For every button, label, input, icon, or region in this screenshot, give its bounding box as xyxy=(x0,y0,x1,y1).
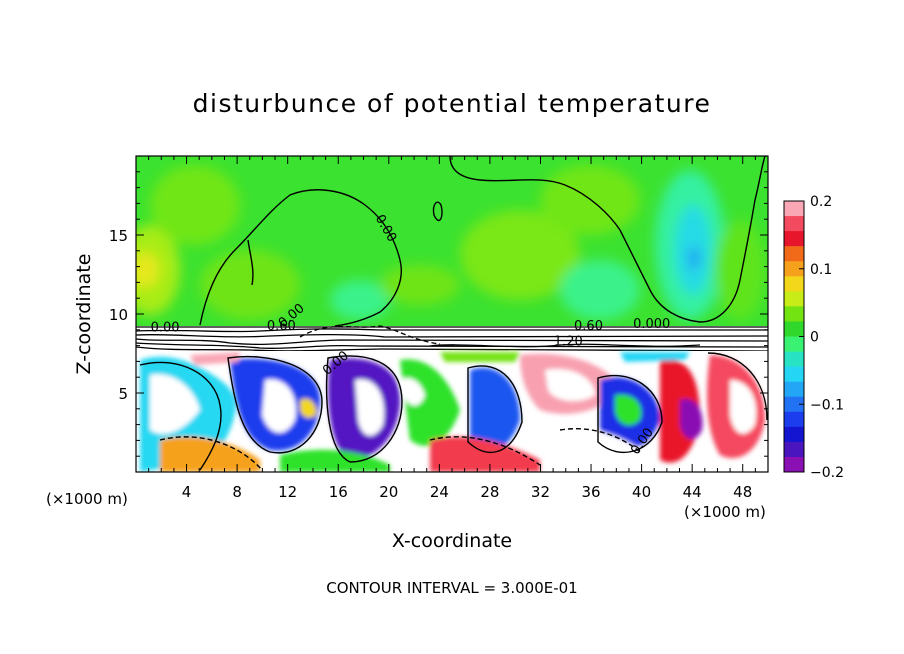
inversion-band xyxy=(136,325,768,352)
colorbar-tick-label: −0.2 xyxy=(810,465,844,481)
colorbar-swatch xyxy=(784,231,804,247)
contour-label: 0.60 xyxy=(574,319,603,334)
contour-label: 0.60 xyxy=(267,319,296,334)
colorbar: 0.2 0.1 0 −0.1 −0.2 xyxy=(783,194,844,481)
colorbar-swatch xyxy=(784,396,804,413)
colorbar-swatch xyxy=(784,351,804,368)
contour-label: 0.000 xyxy=(633,317,670,332)
y-tick-label: 15 xyxy=(109,227,128,245)
x-tick-label: 40 xyxy=(632,483,651,501)
colorbar-swatch xyxy=(784,456,804,473)
colorbar-swatch xyxy=(784,201,804,217)
colorbar-tick-label: −0.1 xyxy=(810,397,844,413)
colorbar-swatch xyxy=(784,366,804,383)
x-unit-right: (×1000 m) xyxy=(684,503,766,521)
colorbar-swatch xyxy=(784,291,804,307)
colorbar-swatch xyxy=(784,441,804,458)
colorbar-swatch xyxy=(784,261,804,277)
x-axis: 4 8 12 16 20 24 28 32 36 40 44 48 xyxy=(148,156,756,501)
x-tick-label: 16 xyxy=(329,483,348,501)
y-tick-label: 10 xyxy=(109,306,128,324)
x-tick-label: 32 xyxy=(531,483,550,501)
colorbar-swatch xyxy=(784,306,804,322)
x-tick-label: 28 xyxy=(480,483,499,501)
lower-field xyxy=(136,351,768,472)
colorbar-swatch xyxy=(784,321,804,337)
colorbar-swatch xyxy=(784,336,804,353)
y-axis: 5 10 15 xyxy=(109,171,768,457)
x-tick-label: 24 xyxy=(430,483,449,501)
colorbar-tick-label: 0.1 xyxy=(810,262,832,278)
contour-label: 0.00 xyxy=(151,320,180,335)
x-tick-label: 4 xyxy=(182,483,192,501)
x-tick-label: 44 xyxy=(683,483,702,501)
x-tick-label: 20 xyxy=(379,483,398,501)
colorbar-tick-label: 0 xyxy=(810,330,819,346)
y-tick-label: 5 xyxy=(118,385,128,403)
x-tick-label: 8 xyxy=(232,483,242,501)
upper-contours xyxy=(199,156,766,327)
y-axis-label: Z-coordinate xyxy=(73,254,95,375)
x-tick-label: 36 xyxy=(581,483,600,501)
contour-interval-note: CONTOUR INTERVAL = 3.000E-01 xyxy=(326,579,577,597)
x-tick-label: 12 xyxy=(278,483,297,501)
upper-field xyxy=(136,156,768,328)
colorbar-swatch xyxy=(784,216,804,232)
chart-title: disturbunce of potential temperature xyxy=(193,89,712,118)
colorbar-swatch xyxy=(784,411,804,428)
colorbar-tick-label: 0.2 xyxy=(810,194,832,210)
colorbar-swatch xyxy=(784,381,804,398)
x-unit-left: (×1000 m) xyxy=(46,490,128,508)
colorbar-swatch xyxy=(784,276,804,292)
colorbar-swatch xyxy=(784,426,804,443)
colorbar-swatch xyxy=(784,246,804,262)
x-tick-label: 48 xyxy=(733,483,752,501)
contour-label: 1.20 xyxy=(554,335,583,350)
x-axis-label: X-coordinate xyxy=(392,530,512,552)
